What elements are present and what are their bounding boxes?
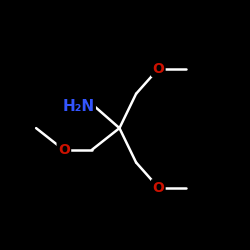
Text: H₂N: H₂N — [62, 99, 94, 114]
Text: O: O — [58, 143, 70, 157]
Text: O: O — [152, 62, 164, 76]
Text: O: O — [152, 180, 164, 194]
